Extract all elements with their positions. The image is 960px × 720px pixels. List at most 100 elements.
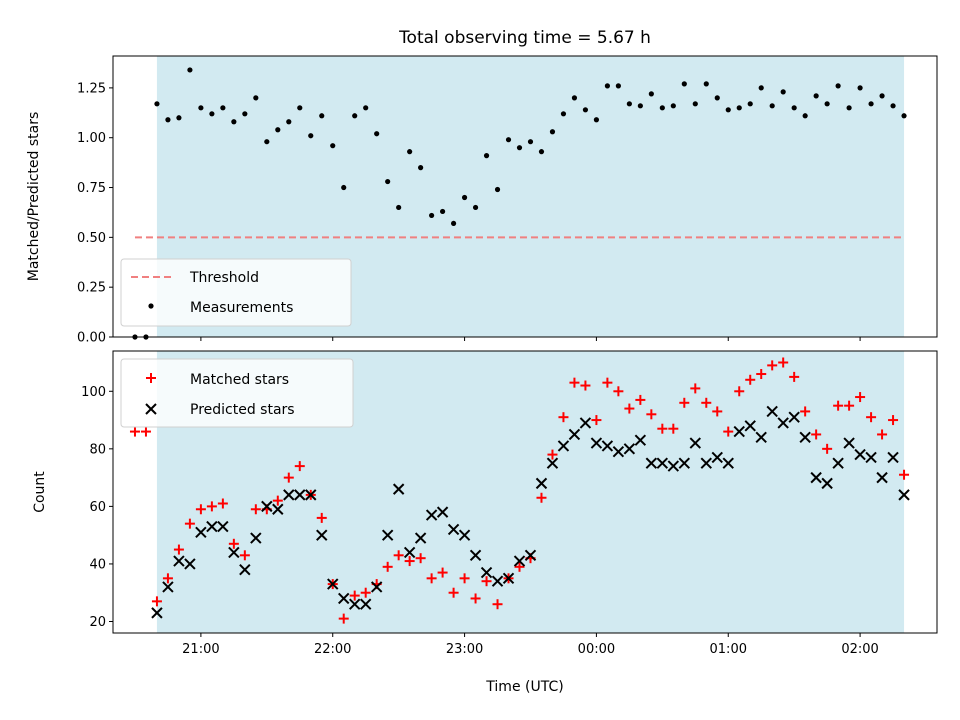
predicted-point <box>305 489 317 501</box>
matched-point <box>679 397 690 408</box>
matched-point <box>602 377 613 388</box>
predicted-point-b <box>590 437 603 449</box>
matched-point <box>404 556 415 567</box>
predicted-point <box>612 446 625 458</box>
legend-matched-swatch <box>146 373 156 383</box>
measurement-point <box>275 127 281 133</box>
xtick-label: 21:00 <box>182 642 219 657</box>
measurement-point <box>385 178 391 185</box>
matched-point <box>646 409 657 420</box>
predicted-point <box>261 500 273 513</box>
matched-point <box>283 472 294 483</box>
predicted-point <box>810 471 822 484</box>
predicted-point-b <box>535 477 548 490</box>
bottom-axes-frame <box>112 350 938 634</box>
bottom-ytick-label: 100 <box>81 385 106 400</box>
legend-measurements-label: Measurements <box>190 300 293 316</box>
measurement-point <box>418 165 424 171</box>
predicted-point <box>777 417 789 429</box>
measurement-point <box>648 91 654 97</box>
predicted-point <box>590 437 603 449</box>
bottom-panel: 20 40 60 80 100 21:00 22:00 23:00 00:00 01:00 02:… <box>32 350 938 695</box>
predicted-point <box>217 520 229 533</box>
legend-plus-marker <box>146 373 156 383</box>
x-axis-label: Time (UTC) <box>485 679 563 695</box>
predicted-point <box>447 523 460 536</box>
predicted-point <box>733 425 745 438</box>
predicted-point <box>436 506 449 518</box>
predicted-point-b <box>733 425 745 438</box>
measurement-point <box>494 186 501 193</box>
predicted-point <box>338 592 350 605</box>
predicted-point-b <box>458 529 471 541</box>
predicted-point-b <box>799 431 811 444</box>
matched-point <box>294 461 305 472</box>
measurement-point <box>725 107 731 113</box>
matched-point <box>844 400 855 411</box>
matched-point <box>789 371 800 382</box>
predicted-point <box>887 451 899 464</box>
matched-point <box>745 374 756 385</box>
predicted-point-b <box>722 457 734 469</box>
measurement-point <box>824 101 830 107</box>
matched-point <box>690 383 701 394</box>
predicted-point-b <box>601 440 614 452</box>
predicted-point-b <box>206 520 218 533</box>
matched-point <box>151 596 162 607</box>
top-axes-frame <box>112 55 938 338</box>
matched-point <box>250 504 261 515</box>
matched-point <box>613 386 624 397</box>
predicted-point <box>491 575 504 587</box>
measurement-point <box>231 119 237 125</box>
predicted-point-b <box>228 546 240 559</box>
predicted-point <box>272 503 284 515</box>
measurement-point <box>692 101 698 107</box>
matched-point <box>800 406 811 417</box>
matched-point <box>272 495 283 506</box>
matched-point <box>855 392 866 403</box>
bottom-y-ticks: 20 40 60 80 100 <box>81 385 113 630</box>
predicted-point-b <box>151 607 163 619</box>
top-ytick-label: 1.25 <box>77 81 106 96</box>
measurement-point <box>308 133 314 139</box>
predicted-point <box>755 431 767 444</box>
predicted-point-b <box>469 549 482 562</box>
matched-point <box>635 394 646 405</box>
matched-point <box>316 512 327 523</box>
xtick-label: 00:00 <box>578 642 615 657</box>
predicted-point-b <box>887 451 899 464</box>
predicted-point <box>250 532 262 544</box>
measurement-point <box>154 101 160 107</box>
predicted-point <box>184 558 196 570</box>
predicted-point <box>173 555 185 567</box>
top-ytick-label: 0.50 <box>77 231 106 246</box>
top-ytick-label: 1.00 <box>77 131 106 146</box>
measurement-point <box>769 103 775 109</box>
measurement-point <box>571 95 578 101</box>
predicted-point <box>689 437 702 449</box>
matched-point <box>481 576 492 587</box>
predicted-point <box>678 457 691 469</box>
predicted-point-b <box>612 446 625 458</box>
predicted-point <box>458 529 471 541</box>
predicted-point-b <box>338 592 350 605</box>
predicted-point-b <box>777 417 789 429</box>
matched-point <box>239 550 250 561</box>
measurement-point <box>176 115 182 121</box>
predicted-point <box>744 420 756 432</box>
measurement-point <box>429 212 435 219</box>
matched-point <box>624 403 635 414</box>
predicted-point-b <box>755 431 767 444</box>
measurement-point <box>758 85 764 91</box>
measurement-point <box>198 105 204 111</box>
matched-point <box>338 613 349 624</box>
matched-point <box>437 567 448 578</box>
measurement-point <box>483 153 490 159</box>
predicted-point <box>206 520 218 533</box>
legend-predicted-swatch <box>145 403 157 415</box>
predicted-point <box>327 578 339 590</box>
matched-point <box>833 400 844 411</box>
xtick-label: 23:00 <box>446 642 483 657</box>
matched-point <box>734 386 745 397</box>
matched-point <box>866 412 877 423</box>
